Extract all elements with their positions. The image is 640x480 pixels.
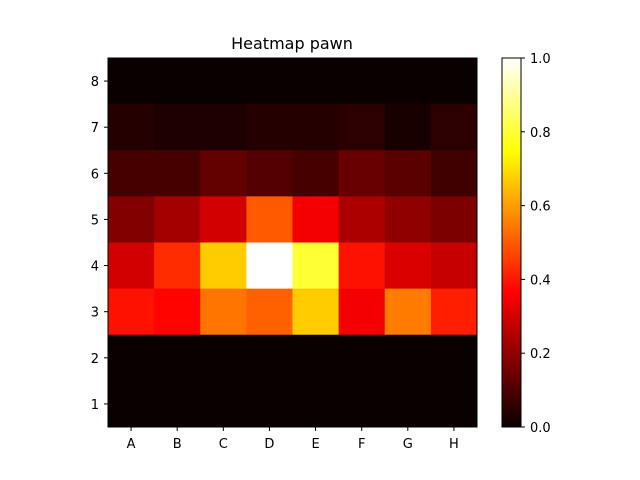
heatmap-cell-E4 (292, 242, 340, 290)
colorbar-tick-label: 0.8 (530, 126, 551, 141)
colorbar-tick-label: 0.4 (530, 273, 551, 288)
heatmap-cell-H4 (430, 242, 478, 290)
heatmap-cell-F2 (338, 334, 386, 382)
heatmap-cell-E3 (292, 288, 340, 336)
heatmap-cell-E1 (292, 380, 340, 428)
heatmap-cell-A2 (108, 334, 155, 382)
y-tick-label: 5 (91, 213, 99, 228)
heatmap-cell-D4 (246, 242, 294, 290)
heatmap-cell-E6 (292, 150, 340, 197)
heatmap-cell-E2 (292, 334, 340, 382)
heatmap-cell-H8 (430, 58, 478, 105)
colorbar-tick-label: 1.0 (530, 52, 551, 67)
x-tick-label: A (127, 437, 136, 452)
x-tick-label: G (403, 437, 413, 452)
y-tick-label: 3 (91, 306, 99, 321)
heatmap-cell-A3 (108, 288, 155, 336)
heatmap-cell-H6 (430, 150, 478, 197)
heatmap-cell-B7 (154, 104, 201, 151)
heatmap-cell-A7 (108, 104, 155, 151)
heatmap-cell-H1 (430, 380, 478, 428)
colorbar-ticks: 0.0 0.2 0.4 0.6 0.8 1.0 (521, 52, 551, 436)
heatmap-cell-C5 (200, 196, 247, 244)
colorbar-tick-label: 0.0 (530, 421, 551, 436)
heatmap-cell-A1 (108, 380, 155, 428)
heatmap-cell-D8 (246, 58, 294, 105)
heatmap-cell-H3 (430, 288, 478, 336)
heatmap-cell-B2 (154, 334, 201, 382)
heatmap-cell-C6 (200, 150, 247, 197)
x-tick-label: E (311, 437, 319, 452)
heatmap-cell-C8 (200, 58, 247, 105)
heatmap-cell-G7 (384, 104, 432, 151)
heatmap-cell-C7 (200, 104, 247, 151)
heatmap-cell-A5 (108, 196, 155, 244)
heatmap-cell-B3 (154, 288, 201, 336)
heatmap-cell-E8 (292, 58, 340, 105)
heatmap-cell-E7 (292, 104, 340, 151)
x-tick-label: C (219, 437, 228, 452)
heatmap-cell-A6 (108, 150, 155, 197)
heatmap-cell-F1 (338, 380, 386, 428)
heatmap-cell-G5 (384, 196, 432, 244)
plot-frame (107, 57, 478, 428)
heatmap-cell-C3 (200, 288, 247, 336)
heatmap-cell-D3 (246, 288, 294, 336)
heatmap-cell-C1 (200, 380, 247, 428)
heatmap-cell-H7 (430, 104, 478, 151)
heatmap-cell-F6 (338, 150, 386, 197)
x-tick-label: B (173, 437, 182, 452)
heatmap-cell-A4 (108, 242, 155, 290)
heatmap-cell-B5 (154, 196, 201, 244)
heatmap-cell-F3 (338, 288, 386, 336)
heatmap-cell-G3 (384, 288, 432, 336)
y-tick-label: 6 (91, 167, 99, 182)
y-tick-label: 2 (91, 352, 99, 367)
heatmap-cell-D6 (246, 150, 294, 197)
heatmap-cell-G6 (384, 150, 432, 197)
heatmap-cell-G4 (384, 242, 432, 290)
heatmap-cells (108, 58, 478, 428)
heatmap-cell-C4 (200, 242, 247, 290)
chart-title: Heatmap pawn (231, 34, 353, 53)
heatmap-cell-A8 (108, 58, 155, 105)
x-tick-label: F (358, 437, 365, 452)
y-tick-label: 8 (91, 75, 99, 90)
x-tick-label: D (264, 437, 274, 452)
heatmap-cell-E5 (292, 196, 340, 244)
heatmap-cell-F5 (338, 196, 386, 244)
heatmap-cell-D2 (246, 334, 294, 382)
heatmap-cell-G2 (384, 334, 432, 382)
heatmap-cell-D7 (246, 104, 294, 151)
y-tick-label: 7 (91, 121, 99, 136)
y-axis-ticks: 8 7 6 5 4 3 2 1 (91, 75, 108, 413)
heatmap-cell-B4 (154, 242, 201, 290)
heatmap-cell-F7 (338, 104, 386, 151)
x-axis-ticks: A B C D E F G H (127, 427, 459, 452)
heatmap-cell-B6 (154, 150, 201, 197)
colorbar-tick-label: 0.2 (530, 347, 551, 362)
y-tick-label: 1 (91, 398, 99, 413)
heatmap-cell-F8 (338, 58, 386, 105)
heatmap-cell-H2 (430, 334, 478, 382)
heatmap-cell-C2 (200, 334, 247, 382)
colorbar-tick-label: 0.6 (530, 200, 551, 215)
heatmap-cell-G8 (384, 58, 432, 105)
y-tick-label: 4 (91, 260, 99, 275)
heatmap-cell-B8 (154, 58, 201, 105)
heatmap-cell-D1 (246, 380, 294, 428)
x-tick-label: H (449, 437, 459, 452)
heatmap-cell-F4 (338, 242, 386, 290)
heatmap-cell-G1 (384, 380, 432, 428)
colorbar (501, 57, 522, 428)
heatmap-cell-B1 (154, 380, 201, 428)
heatmap-cell-H5 (430, 196, 478, 244)
heatmap-cell-D5 (246, 196, 294, 244)
